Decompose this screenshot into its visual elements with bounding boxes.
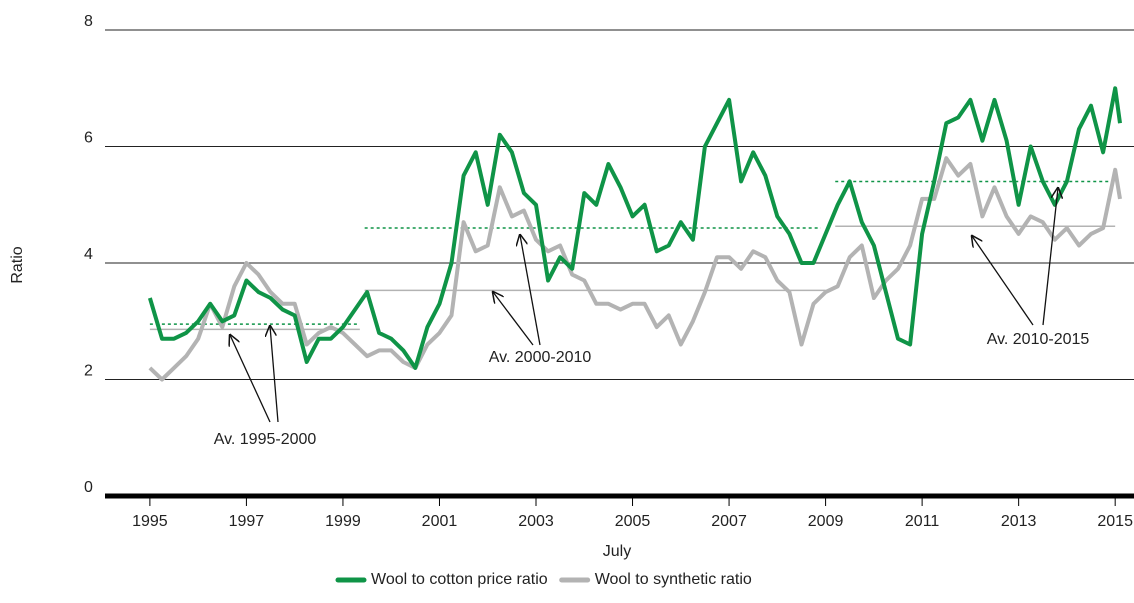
y-tick-label: 4 xyxy=(84,246,93,263)
annotation-arrow xyxy=(270,326,279,423)
legend-label: Wool to synthetic ratio xyxy=(595,571,752,588)
x-axis-label: July xyxy=(603,543,631,560)
y-axis-label: Ratio xyxy=(9,246,26,283)
annotation: Av. 2010-2015 xyxy=(987,331,1090,348)
x-tick-label: 1997 xyxy=(229,513,265,530)
x-tick-label: 2005 xyxy=(615,513,651,530)
legend-label: Wool to cotton price ratio xyxy=(371,571,548,588)
annotation: Av. 1995-2000 xyxy=(214,431,317,448)
x-tick-label: 2003 xyxy=(518,513,554,530)
annotation-arrow xyxy=(230,335,271,423)
x-tick-label: 2007 xyxy=(711,513,747,530)
y-tick-label: 6 xyxy=(84,130,93,147)
series-line xyxy=(147,86,1122,370)
annotation-arrow xyxy=(1042,188,1058,326)
x-tick-label: 2013 xyxy=(1001,513,1037,530)
annotation: Av. 2000-2010 xyxy=(489,349,592,366)
x-tick-label: 2015 xyxy=(1097,513,1133,530)
x-tick-label: 2009 xyxy=(808,513,844,530)
x-tick-label: 1999 xyxy=(325,513,361,530)
annotation-arrow xyxy=(520,235,541,346)
y-tick-label: 8 xyxy=(84,13,93,30)
x-tick-label: 2001 xyxy=(422,513,458,530)
annotation-arrow xyxy=(493,292,534,346)
y-tick-label: 0 xyxy=(84,479,93,496)
x-tick-label: 1995 xyxy=(132,513,168,530)
annotation-arrow xyxy=(972,236,1034,326)
y-tick-label: 2 xyxy=(84,363,93,380)
x-tick-label: 2011 xyxy=(905,513,940,530)
series-line xyxy=(148,156,1122,382)
